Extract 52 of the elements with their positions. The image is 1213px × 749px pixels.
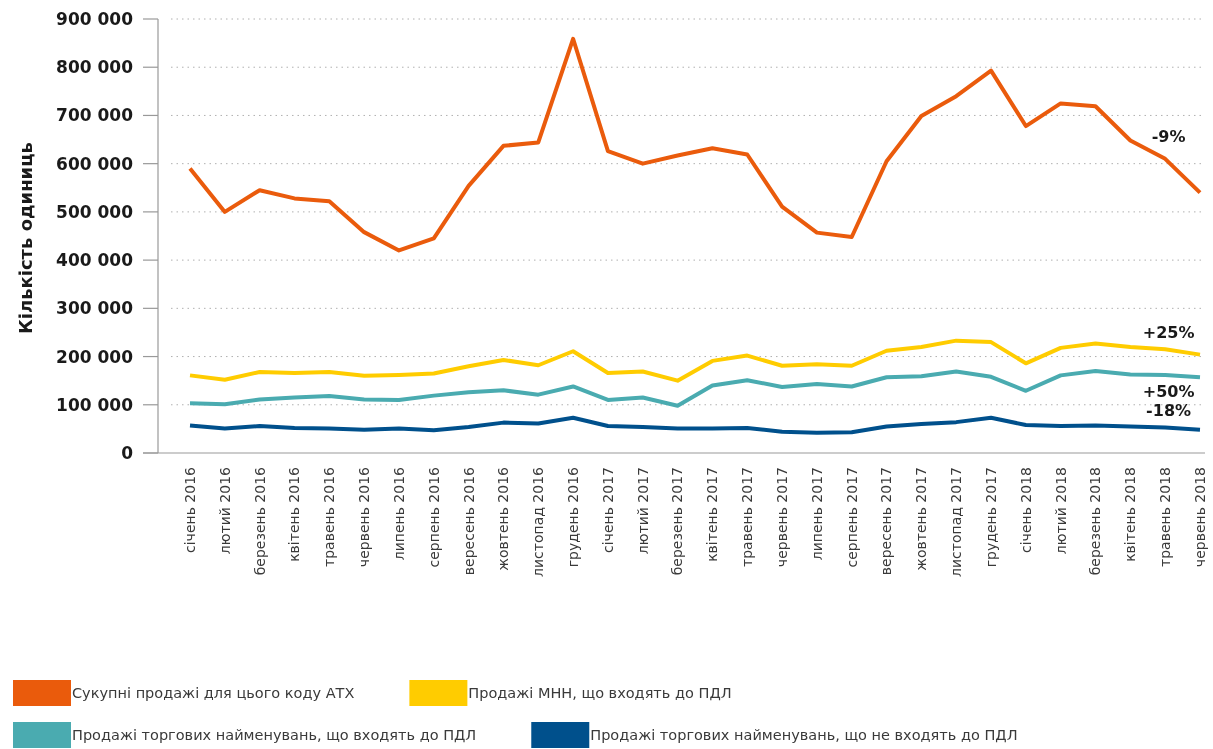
x-tick-label: червень 2018 [1191, 467, 1208, 568]
x-tick-label: серпень 2017 [843, 467, 860, 568]
x-tick-label: березень 2018 [1087, 467, 1104, 576]
x-tick-label: серпень 2016 [425, 466, 442, 568]
annotation: +50% [1142, 381, 1195, 401]
line-series [188, 338, 1202, 383]
y-tick-label: 500 000 [56, 201, 134, 222]
x-tick-label: вересень 2016 [460, 466, 477, 576]
x-tick-label: січень 2018 [1017, 467, 1034, 553]
x-tick-label: березень 2017 [669, 467, 686, 576]
y-tick-label: 900 000 [56, 8, 134, 29]
legend-label: Сукупні продажі для цього коду АТХ [72, 685, 355, 702]
line-series [188, 415, 1202, 435]
x-tick-label: вересень 2017 [878, 467, 895, 576]
y-tick-label: 600 000 [56, 153, 134, 174]
x-tick-label: липень 2017 [808, 467, 825, 561]
x-tick-label: лютий 2017 [634, 467, 651, 555]
y-tick-label: 200 000 [56, 346, 134, 367]
x-tick-label: лютий 2018 [1052, 467, 1069, 555]
x-tick-label: травень 2016 [321, 466, 338, 567]
x-tick-label: листопад 2016 [530, 466, 547, 577]
legend-label: Продажі торгових найменувань, що не входять до ПДЛ [590, 727, 1018, 744]
x-tick-label: червень 2017 [773, 467, 790, 568]
y-tick-label: 0 [121, 442, 134, 463]
y-tick-label: 400 000 [56, 250, 134, 271]
x-tick-label: лютий 2016 [216, 466, 233, 555]
x-tick-label: квітень 2017 [704, 467, 721, 562]
legend-label: Продажі торгових найменувань, що входять до ПДЛ [72, 727, 477, 744]
x-tick-label: квітень 2016 [286, 466, 303, 562]
annotation: -18% [1146, 401, 1192, 421]
x-tick-label: квітень 2018 [1122, 467, 1139, 562]
legend-label: Продажі МНН, що входять до ПДЛ [468, 685, 732, 702]
x-tick-label: червень 2016 [356, 466, 373, 568]
y-tick-label: 800 000 [56, 57, 134, 78]
x-tick-label: травень 2018 [1157, 467, 1174, 567]
y-axis-title: Кількість одиниць [15, 142, 37, 334]
x-tick-label: грудень 2016 [565, 466, 581, 568]
x-tick-label: березень 2016 [251, 466, 268, 576]
annotation: -9% [1151, 127, 1186, 147]
y-tick-label: 700 000 [56, 105, 134, 126]
x-tick-label: січень 2016 [181, 466, 198, 553]
x-tick-label: листопад 2017 [948, 467, 965, 577]
x-tick-label: жовтень 2017 [913, 467, 930, 571]
x-tick-label: липень 2016 [390, 466, 407, 561]
y-tick-label: 100 000 [56, 394, 134, 415]
x-tick-label: січень 2017 [599, 467, 616, 553]
y-tick-label: 300 000 [56, 298, 134, 319]
x-tick-label: жовтень 2016 [495, 466, 512, 571]
x-tick-label: грудень 2017 [982, 467, 999, 568]
x-tick-label: травень 2017 [739, 467, 756, 567]
line-series [188, 36, 1202, 253]
annotation: +25% [1142, 322, 1195, 342]
